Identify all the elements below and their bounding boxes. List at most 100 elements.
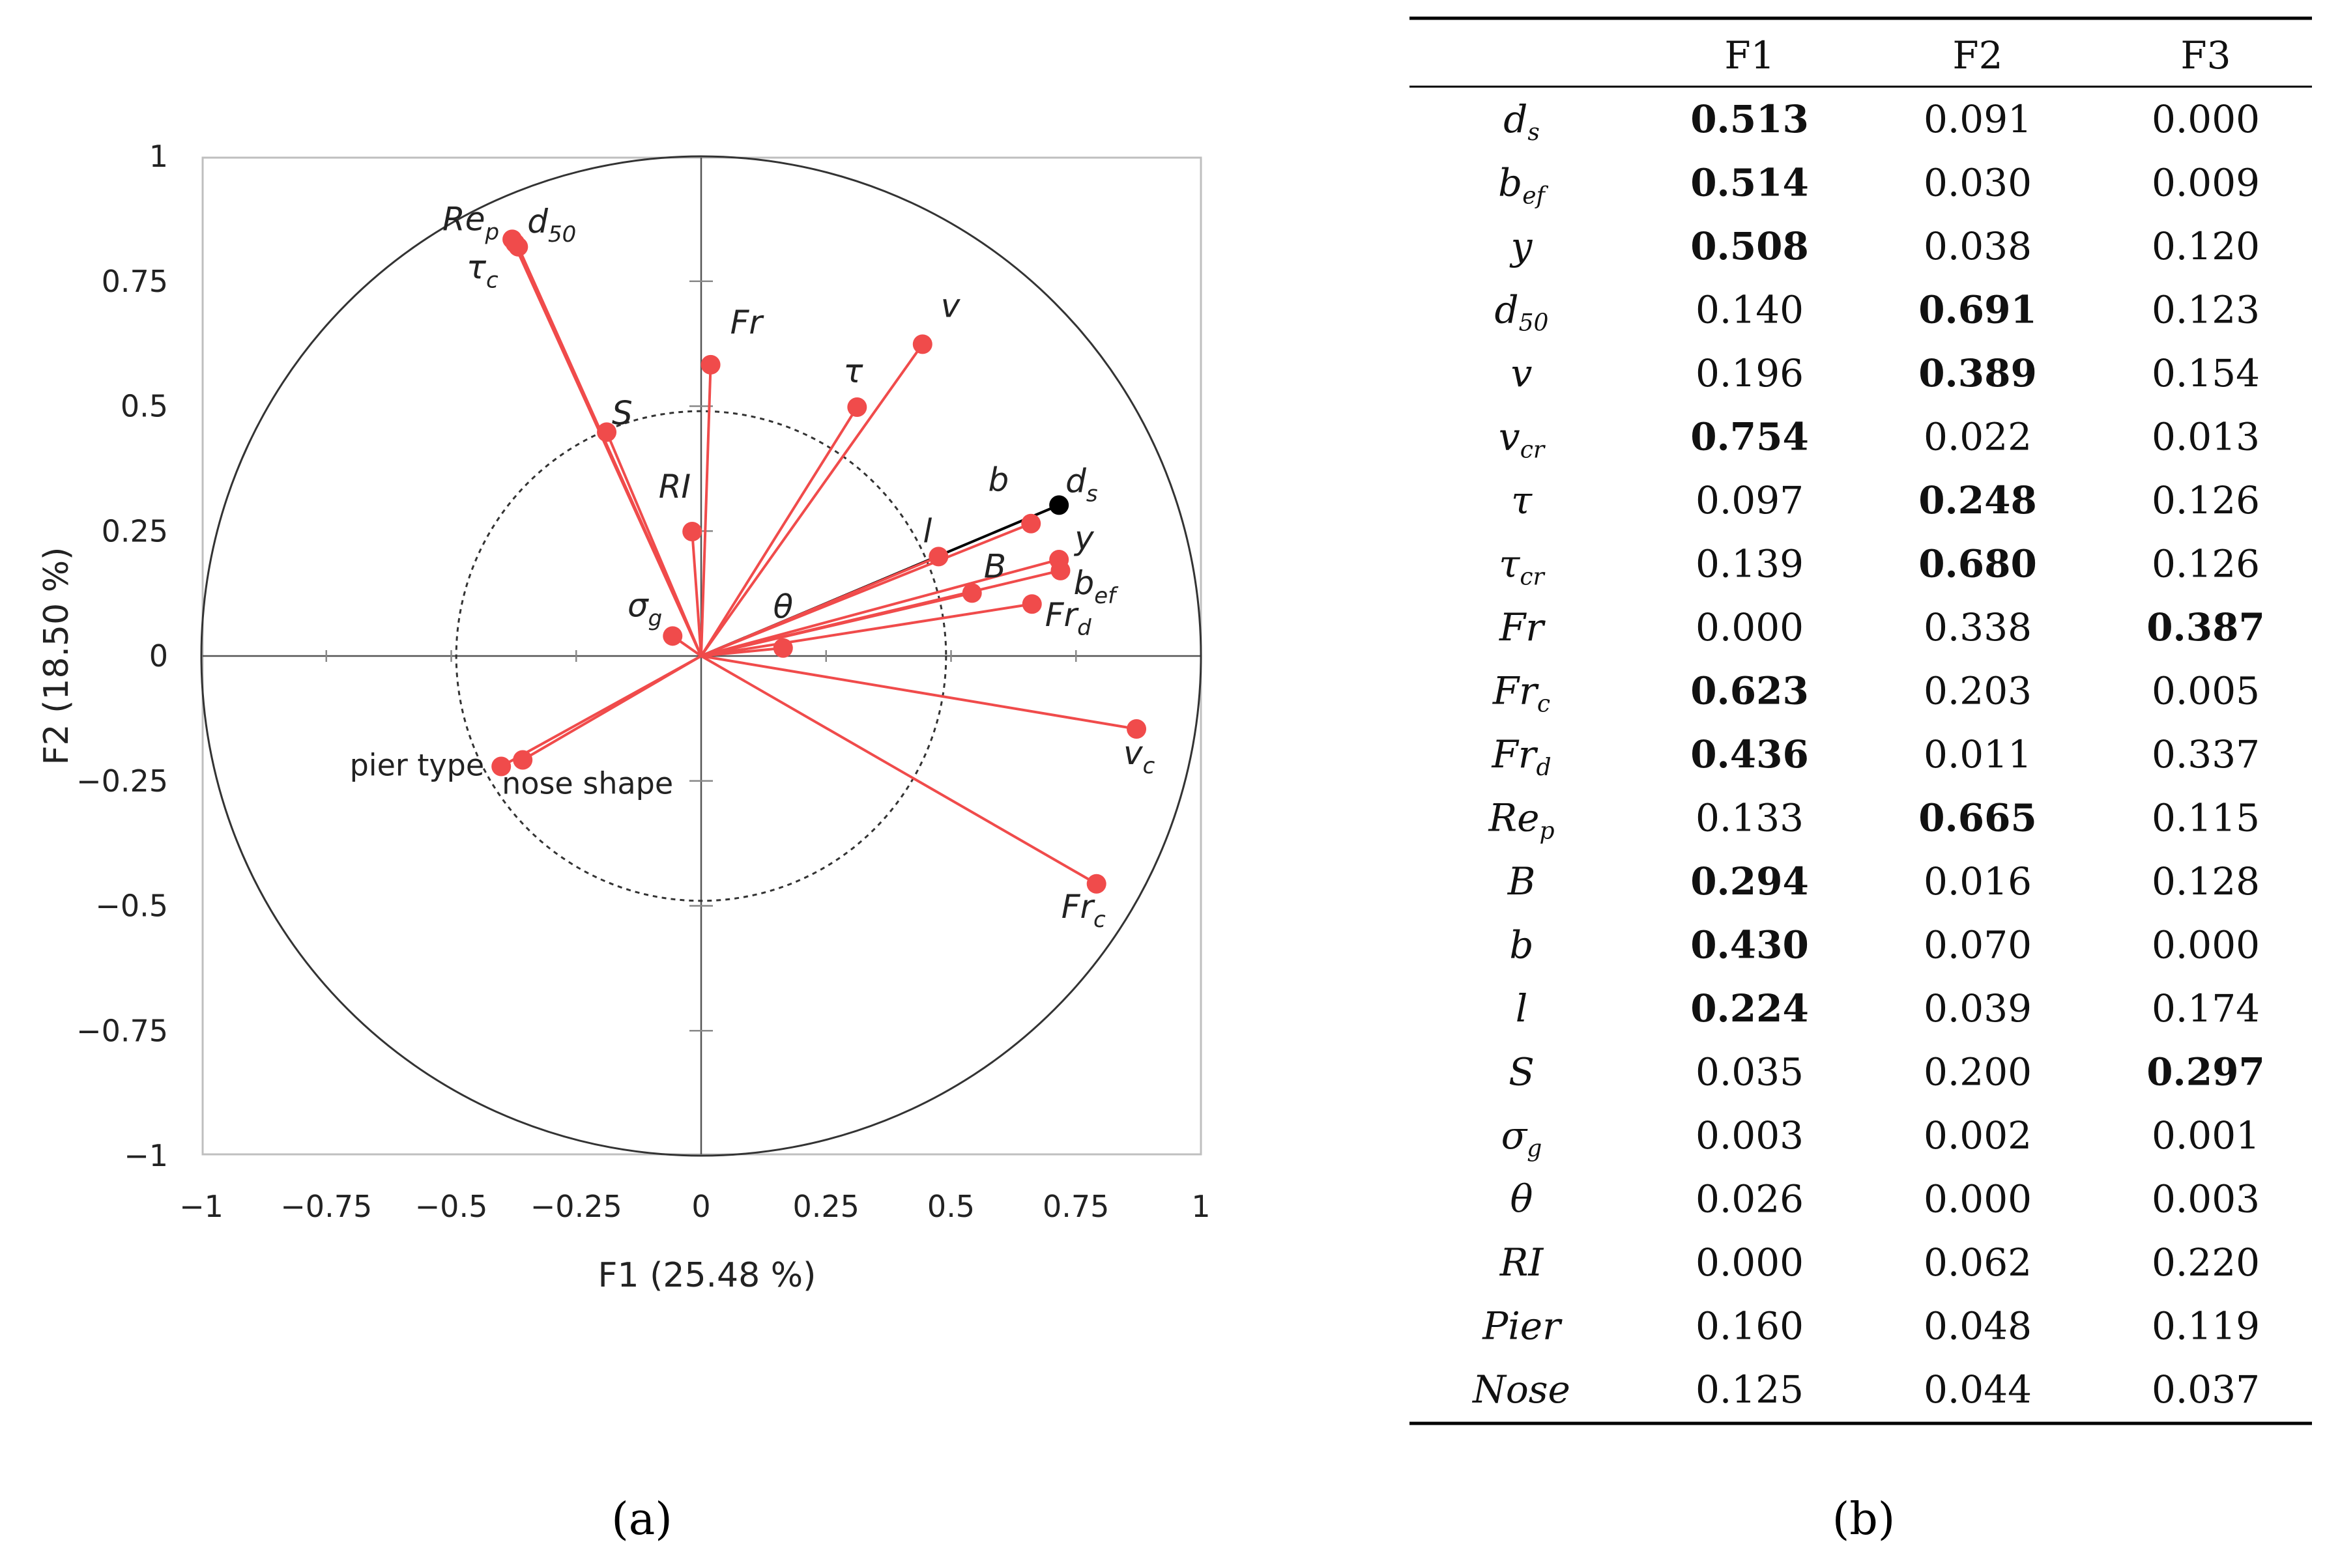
- label-tau: τ: [843, 352, 863, 390]
- cell-nose-f3: 0.037: [2152, 1367, 2260, 1412]
- vector-s: [605, 431, 702, 657]
- point-b: [1021, 513, 1041, 534]
- cell-fr-d-f3: 0.337: [2152, 732, 2260, 777]
- cell-theta-f1: 0.026: [1696, 1177, 1804, 1221]
- cell-b-ef-f3: 0.009: [2152, 161, 2260, 205]
- point-b-ef: [1050, 560, 1071, 580]
- label-b-ef: bef: [1073, 564, 1119, 609]
- x-tick-label: −0.25: [530, 1189, 622, 1224]
- label-fr-d: Frd: [1045, 596, 1091, 641]
- label-fr-c: Frc: [1061, 888, 1106, 933]
- unit-circle: [200, 155, 1202, 1157]
- cell-tau-f2: 0.248: [1918, 478, 2037, 522]
- cell-v-cr-f1: 0.754: [1690, 415, 1809, 459]
- x-tick-label: 1: [1191, 1189, 1210, 1224]
- cell-pier-f1: 0.160: [1696, 1304, 1804, 1348]
- cell-pier-f3: 0.119: [2152, 1304, 2260, 1348]
- row-label-b: B: [1507, 859, 1536, 904]
- point-fr-c: [1086, 874, 1106, 894]
- x-tick-label: 0: [691, 1189, 710, 1224]
- cell-d-s-f2: 0.091: [1924, 97, 2032, 141]
- label-s: S: [612, 394, 633, 432]
- vector-l: [700, 555, 940, 657]
- table-row-pier: Pier 0.160 0.048 0.119: [1482, 1304, 2260, 1348]
- y-tick-label: 0.75: [102, 264, 168, 299]
- cell-tau-f1: 0.097: [1696, 478, 1804, 522]
- label-nose-shape: nose shape: [502, 766, 673, 801]
- cell-y-f3: 0.120: [2152, 224, 2260, 268]
- column-header-f1: F1: [1724, 33, 1774, 78]
- row-label-fr-d: Frd: [1491, 732, 1551, 781]
- table-row-tau-cr: τcr 0.139 0.680 0.126: [1499, 542, 2260, 591]
- row-label-l: l: [1516, 986, 1528, 1031]
- row-label-v: v: [1511, 351, 1533, 395]
- point-b: [962, 583, 982, 603]
- label-tau-c: τc: [467, 248, 498, 293]
- x-tick-label: 0.75: [1043, 1189, 1109, 1224]
- table-row-v: v 0.196 0.389 0.154: [1511, 351, 2260, 395]
- vector-tau-c: [513, 242, 702, 657]
- column-header-f3: F3: [2180, 33, 2231, 78]
- cell-fr-c-f3: 0.005: [2152, 669, 2260, 713]
- row-label-fr-c: Frc: [1492, 669, 1550, 718]
- table-row-tau: τ 0.097 0.248 0.126: [1511, 478, 2260, 522]
- table-row-s: S 0.035 0.200 0.297: [1509, 1050, 2265, 1094]
- table-row-b: B 0.294 0.016 0.128: [1507, 859, 2260, 904]
- cell-d-50-f2: 0.691: [1918, 288, 2037, 332]
- contribution-table: F1 F2 F3 ds 0.513 0.091 0.000 bef 0.514 0.030 0.00…: [1409, 16, 2312, 1425]
- cell-theta-f3: 0.003: [2152, 1177, 2260, 1221]
- x-tick-label: 0.25: [793, 1189, 859, 1224]
- y-tick-label: 0.25: [102, 513, 168, 549]
- point-v: [912, 334, 932, 354]
- y-tick-label: −0.5: [95, 889, 168, 924]
- vector-fr-c: [700, 655, 1097, 885]
- cell-fr-f3: 0.387: [2146, 605, 2265, 649]
- point-d-s: [1049, 495, 1069, 515]
- cell-sigma-g-f1: 0.003: [1696, 1113, 1804, 1158]
- cell-b-f3: 0.128: [2152, 859, 2260, 904]
- label-d-50: d50: [527, 203, 576, 248]
- y-tick-label: 0.5: [121, 389, 168, 424]
- cell-tau-cr-f2: 0.680: [1918, 542, 2037, 586]
- point-tau: [847, 397, 867, 418]
- y-tick-label: −0.25: [76, 763, 168, 799]
- row-label-v-cr: vcr: [1499, 415, 1546, 464]
- cell-re-p-f2: 0.665: [1918, 796, 2037, 840]
- table-row-d-s: ds 0.513 0.091 0.000: [1503, 97, 2260, 146]
- axis-ticks: −1 −0.75 −0.5 −0.25 0 0.25 0.5 0.75 1 1 0.75 0.5 0.2…: [76, 139, 1211, 1224]
- cell-fr-f2: 0.338: [1924, 605, 2032, 649]
- cell-l-f2: 0.039: [1924, 986, 2032, 1031]
- cell-b-f1: 0.294: [1690, 859, 1809, 904]
- panel-label-b: (b): [1832, 1494, 1896, 1545]
- row-label-b-ef: bef: [1498, 161, 1548, 210]
- x-tick-label: −0.5: [415, 1189, 488, 1224]
- y-tick-label: −1: [124, 1138, 168, 1173]
- cell-fr-d-f1: 0.436: [1690, 732, 1809, 777]
- label-theta: θ: [773, 588, 793, 626]
- cell-s-f3: 0.297: [2146, 1050, 2265, 1094]
- point-v-c: [1127, 719, 1147, 739]
- label-b: b: [988, 461, 1009, 499]
- row-label-s: S: [1509, 1050, 1535, 1094]
- cell-pier-f2: 0.048: [1924, 1304, 2032, 1348]
- vector-theta: [700, 646, 783, 657]
- point-sigma-g: [663, 626, 683, 646]
- point-fr: [700, 354, 721, 375]
- table-row-d-50: d50 0.140 0.691 0.123: [1495, 288, 2260, 337]
- table-row-sigma-g: σg 0.003 0.002 0.001: [1501, 1113, 2260, 1162]
- vector-v: [700, 343, 924, 657]
- label-ri: RI: [659, 468, 691, 506]
- x-tick-label: −0.75: [280, 1189, 372, 1224]
- cell-ri-f2: 0.062: [1924, 1240, 2032, 1285]
- cell-d-50-f1: 0.140: [1696, 288, 1804, 332]
- vector-b: [700, 592, 973, 657]
- cell-tau-f3: 0.126: [2152, 478, 2260, 522]
- cell-tau-cr-f3: 0.126: [2152, 542, 2260, 586]
- cell-theta-f2: 0.000: [1924, 1177, 2032, 1221]
- table-row-ri: RI 0.000 0.062 0.220: [1499, 1240, 2260, 1285]
- point-ri: [682, 522, 702, 542]
- vector-nose-shape: [522, 655, 702, 762]
- point-pier-type: [491, 756, 512, 777]
- row-label-nose: Nose: [1471, 1367, 1570, 1412]
